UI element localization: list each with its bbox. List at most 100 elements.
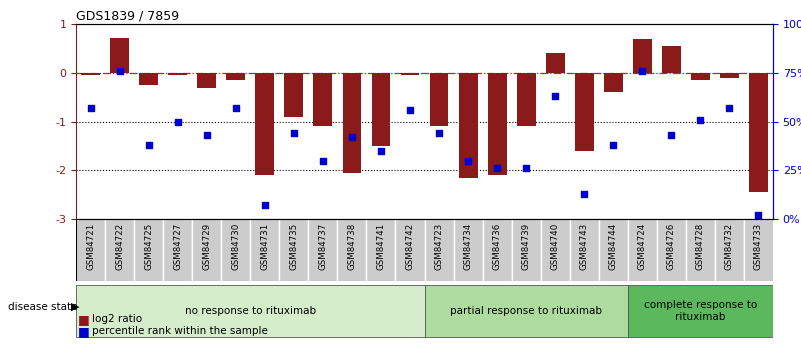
Text: partial response to rituximab: partial response to rituximab [450, 306, 602, 316]
Text: ■: ■ [78, 313, 90, 326]
Bar [256, 73, 274, 175]
Text: GSM84729: GSM84729 [203, 223, 211, 270]
Bar [134, 219, 163, 281]
Bar [598, 219, 628, 281]
Bar [280, 219, 308, 281]
Bar [366, 219, 396, 281]
Bar [139, 73, 158, 85]
Point [665, 132, 678, 138]
Text: GSM84721: GSM84721 [87, 223, 95, 270]
Text: GSM84737: GSM84737 [319, 223, 328, 270]
Point [636, 68, 649, 74]
Point [433, 130, 445, 136]
Point [229, 105, 242, 111]
Bar [192, 219, 221, 281]
Text: GSM84738: GSM84738 [348, 223, 356, 270]
Text: GSM84736: GSM84736 [493, 223, 501, 270]
Bar [662, 46, 681, 73]
Text: ▶: ▶ [70, 302, 79, 312]
Bar [541, 219, 570, 281]
Bar [691, 73, 710, 80]
Bar [744, 219, 773, 281]
Bar [488, 73, 506, 175]
Text: log2 ratio: log2 ratio [92, 314, 143, 324]
Bar [284, 73, 304, 117]
Text: GSM84726: GSM84726 [667, 223, 676, 270]
Bar [459, 73, 477, 178]
Text: GSM84728: GSM84728 [696, 223, 705, 270]
Bar [400, 73, 420, 75]
Bar [686, 219, 714, 281]
Point [84, 105, 97, 111]
Bar [425, 219, 453, 281]
Bar [227, 73, 245, 80]
Point [723, 105, 736, 111]
Bar [372, 73, 390, 146]
Bar [337, 219, 366, 281]
Point [752, 213, 765, 218]
Point [404, 107, 417, 113]
Point [607, 142, 620, 148]
Bar [343, 73, 361, 173]
Point [375, 148, 388, 154]
Bar [76, 219, 105, 281]
Bar [429, 73, 449, 127]
Text: disease state: disease state [8, 302, 78, 312]
Point [491, 166, 504, 171]
Bar [168, 73, 187, 75]
Bar [657, 219, 686, 281]
Text: GSM84740: GSM84740 [551, 223, 560, 270]
Point [520, 166, 533, 171]
Bar [720, 73, 739, 78]
Point [200, 132, 213, 138]
Text: GSM84739: GSM84739 [521, 223, 530, 270]
Bar [81, 73, 100, 75]
Bar [453, 219, 482, 281]
Bar [105, 219, 134, 281]
Bar [76, 285, 425, 337]
Bar [604, 73, 622, 92]
Text: GDS1839 / 7859: GDS1839 / 7859 [76, 10, 179, 23]
Bar [396, 219, 425, 281]
Text: GSM84723: GSM84723 [435, 223, 444, 270]
Bar [163, 219, 192, 281]
Bar [714, 219, 744, 281]
Text: GSM84724: GSM84724 [638, 223, 646, 270]
Text: complete response to
rituximab: complete response to rituximab [644, 300, 757, 322]
Text: GSM84725: GSM84725 [144, 223, 153, 270]
Text: GSM84742: GSM84742 [405, 223, 414, 270]
Bar [749, 73, 768, 192]
Bar [575, 73, 594, 151]
Text: percentile rank within the sample: percentile rank within the sample [92, 326, 268, 336]
Point [345, 135, 358, 140]
Text: ■: ■ [78, 325, 90, 338]
Bar [628, 219, 657, 281]
Text: GSM84743: GSM84743 [580, 223, 589, 270]
Point [316, 158, 329, 163]
Text: GSM84741: GSM84741 [376, 223, 385, 270]
Text: GSM84735: GSM84735 [289, 223, 298, 270]
Point [461, 158, 474, 163]
Bar [111, 38, 129, 73]
Bar [308, 219, 337, 281]
Text: GSM84744: GSM84744 [609, 223, 618, 270]
Bar [425, 285, 628, 337]
Text: GSM84731: GSM84731 [260, 223, 269, 270]
Point [578, 191, 590, 197]
Text: GSM84722: GSM84722 [115, 223, 124, 270]
Point [259, 203, 272, 208]
Text: GSM84733: GSM84733 [754, 223, 763, 270]
Point [549, 93, 562, 99]
Bar [633, 39, 652, 73]
Text: GSM84727: GSM84727 [173, 223, 182, 270]
Bar [250, 219, 280, 281]
Bar [482, 219, 512, 281]
Point [113, 68, 126, 74]
Point [288, 130, 300, 136]
Bar [545, 53, 565, 73]
Text: no response to rituximab: no response to rituximab [185, 306, 316, 316]
Point [694, 117, 706, 122]
Bar [313, 73, 332, 127]
Bar [221, 219, 250, 281]
Point [171, 119, 184, 124]
